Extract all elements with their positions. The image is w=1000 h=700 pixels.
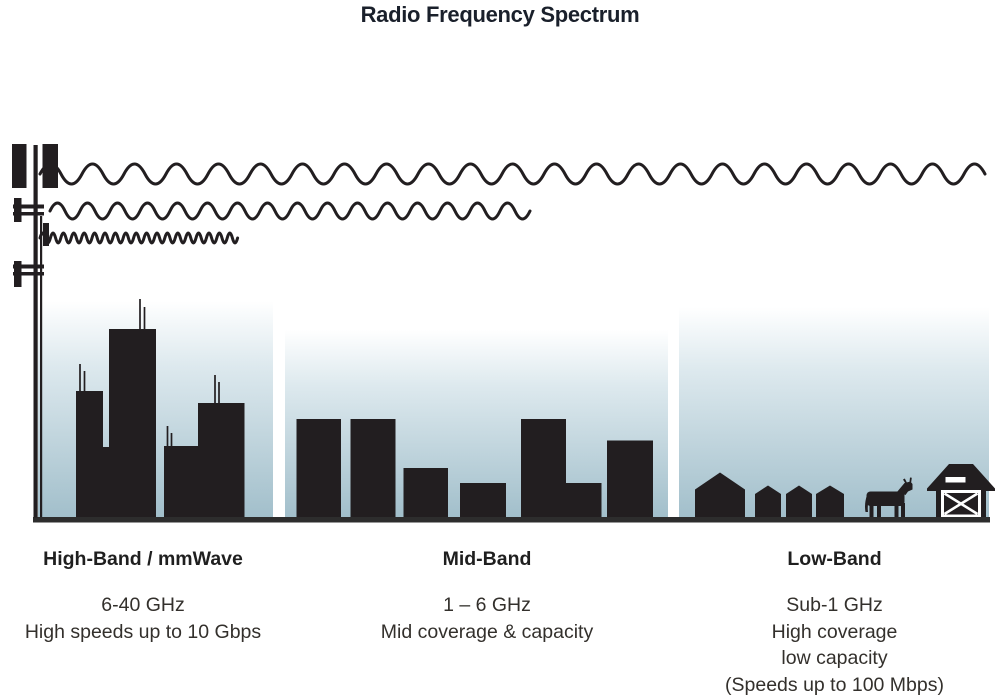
high-band-label-block: High-Band / mmWave 6-40 GHz High speeds … — [15, 548, 271, 645]
mid-frequency-wave-icon — [48, 201, 532, 221]
mid-band-heading: Mid-Band — [442, 548, 532, 570]
mid-rise-buildings-icon — [296, 419, 653, 518]
city-skyline-icon — [76, 299, 245, 518]
mid-band-frequency: 1 – 6 GHz — [443, 594, 531, 616]
high-band-heading: High-Band / mmWave — [43, 548, 243, 570]
spectrum-scene — [12, 144, 995, 523]
high-band-description: High speeds up to 10 Gbps — [24, 620, 262, 643]
low-frequency-wave-icon — [38, 162, 987, 186]
rural-houses-icon — [695, 472, 844, 518]
cow-icon — [865, 477, 913, 518]
low-band-frequency: Sub-1 GHz — [786, 594, 883, 616]
high-frequency-wave-icon — [38, 231, 240, 245]
barn-icon — [927, 464, 995, 518]
page-title: Radio Frequency Spectrum — [360, 2, 640, 27]
cell-tower-icon — [12, 144, 58, 518]
low-band-speed: (Speeds up to 100 Mbps) — [725, 673, 944, 696]
ground-line — [33, 517, 990, 523]
low-band-capacity: low capacity — [781, 647, 888, 669]
high-band-frequency: 6-40 GHz — [101, 594, 185, 616]
low-band-coverage: High coverage — [771, 620, 898, 643]
mid-band-label-block: Mid-Band 1 – 6 GHz Mid coverage & capaci… — [359, 548, 615, 645]
low-band-heading: Low-Band — [787, 548, 882, 570]
low-band-label-block: Low-Band Sub-1 GHz High coverage low cap… — [702, 548, 967, 698]
mid-band-description: Mid coverage & capacity — [380, 620, 594, 643]
